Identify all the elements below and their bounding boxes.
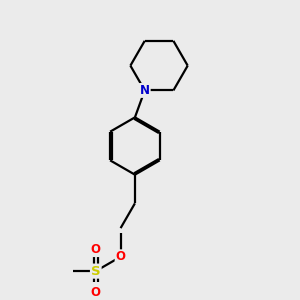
- Text: S: S: [91, 265, 100, 278]
- Text: N: N: [140, 84, 150, 97]
- Text: O: O: [91, 286, 101, 299]
- Text: O: O: [91, 243, 101, 256]
- Text: O: O: [116, 250, 126, 263]
